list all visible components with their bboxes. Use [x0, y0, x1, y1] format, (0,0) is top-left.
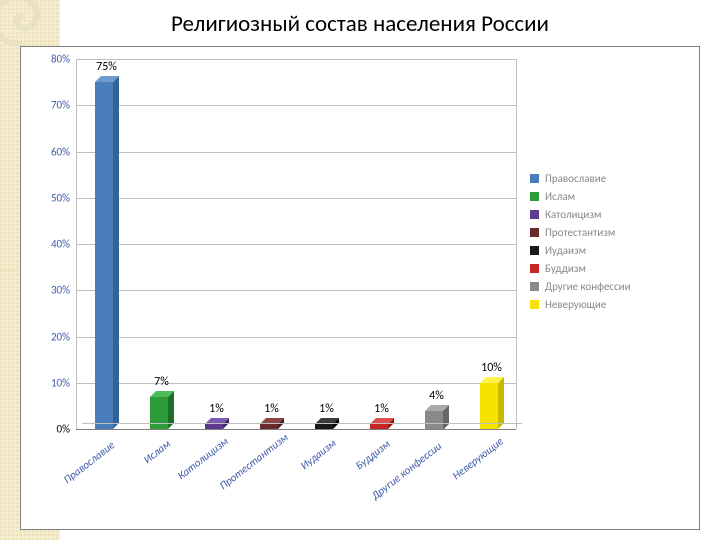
bar-data-label: 75% — [89, 60, 125, 74]
x-axis-label: Буддизм — [353, 438, 393, 473]
legend-label: Католицизм — [545, 208, 601, 221]
legend-swatch — [530, 192, 539, 201]
legend-item: Иудаизм — [530, 244, 685, 257]
x-axis-label: Ислам — [141, 437, 173, 466]
bar-side — [498, 377, 504, 429]
y-tick-label: 20% — [51, 330, 70, 343]
bar-data-label: 7% — [144, 375, 180, 389]
legend-label: Православие — [545, 172, 606, 185]
y-tick-label: 40% — [51, 238, 70, 251]
legend-label: Буддизм — [545, 262, 586, 275]
legend-item: Буддизм — [530, 262, 685, 275]
slide: Религиозный состав населения России 0% 10… — [0, 0, 720, 540]
legend-swatch — [530, 264, 539, 273]
legend-item: Католицизм — [530, 208, 685, 221]
y-tick-label: 80% — [51, 53, 70, 66]
y-tick-label: 0% — [57, 423, 70, 436]
bar-chart: 0% 10% 20% 30% 40% 50% 60% 70% 80% 75% 7% 1% 1% 1% 1%… — [20, 46, 700, 530]
legend-item: Другие конфессии — [530, 280, 685, 293]
x-axis-label: Православие — [61, 438, 117, 486]
bar-data-label: 1% — [309, 402, 345, 416]
bar-side — [113, 76, 119, 429]
legend: Православие Ислам Католицизм Протестантизм И… — [530, 167, 685, 316]
legend-item: Неверующие — [530, 298, 685, 311]
legend-swatch — [530, 282, 539, 291]
x-axis-labels: ПравославиеИсламКатолицизмПротестантизмИ… — [76, 439, 516, 529]
bar-1 — [150, 397, 174, 429]
legend-label: Ислам — [545, 190, 575, 203]
bar-data-label: 1% — [254, 402, 290, 416]
legend-label: Протестантизм — [545, 226, 615, 239]
floor-front-line — [76, 429, 516, 430]
y-tick-label: 50% — [51, 191, 70, 204]
legend-swatch — [530, 210, 539, 219]
y-tick-label: 60% — [51, 145, 70, 158]
bar-data-label: 10% — [474, 361, 510, 375]
x-axis-label: Католицизм — [175, 435, 231, 483]
y-tick-label: 30% — [51, 284, 70, 297]
bar-front — [95, 82, 113, 429]
legend-item: Ислам — [530, 190, 685, 203]
y-tick-label: 10% — [51, 376, 70, 389]
bar-front — [150, 397, 168, 429]
legend-swatch — [530, 246, 539, 255]
legend-item: Православие — [530, 172, 685, 185]
legend-label: Другие конфессии — [545, 280, 631, 293]
legend-swatch — [530, 300, 539, 309]
floor-back-line — [82, 423, 522, 424]
bar-6 — [425, 411, 449, 430]
legend-label: Неверующие — [545, 298, 606, 311]
bar-0 — [95, 82, 119, 429]
wall-right — [516, 59, 517, 429]
slide-title: Религиозный состав населения России — [0, 10, 720, 38]
legend-swatch — [530, 174, 539, 183]
bar-front — [425, 411, 443, 430]
bar-data-label: 4% — [419, 389, 455, 403]
x-axis-label: Иудаизм — [298, 437, 338, 473]
y-axis: 0%10%20%30%40%50%60%70%80% — [21, 47, 76, 417]
legend-swatch — [530, 228, 539, 237]
x-axis-label: Неверующие — [450, 435, 506, 483]
legend-item: Протестантизм — [530, 226, 685, 239]
bars-container: 75% 7% 1% 1% 1% 1% 4% 10% — [76, 59, 516, 429]
legend-label: Иудаизм — [545, 244, 586, 257]
y-tick-label: 70% — [51, 99, 70, 112]
bar-data-label: 1% — [364, 402, 400, 416]
bar-data-label: 1% — [199, 402, 235, 416]
